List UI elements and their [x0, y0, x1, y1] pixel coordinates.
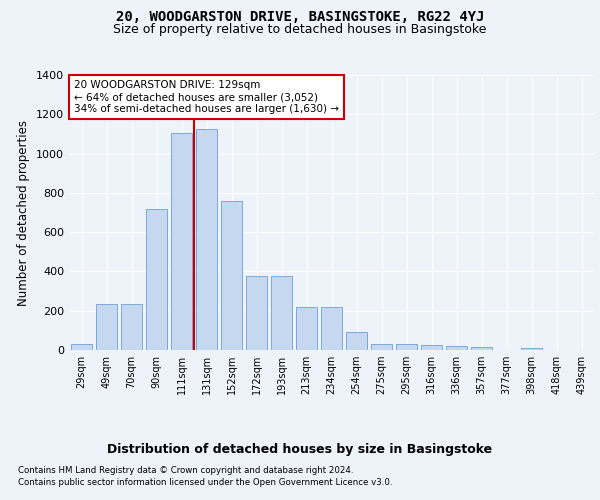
- Bar: [446, 346, 467, 350]
- Bar: [346, 332, 367, 350]
- Bar: [371, 344, 392, 350]
- Bar: [71, 344, 92, 350]
- Bar: [296, 307, 317, 350]
- Text: 20, WOODGARSTON DRIVE, BASINGSTOKE, RG22 4YJ: 20, WOODGARSTON DRIVE, BASINGSTOKE, RG22…: [116, 10, 484, 24]
- Text: Contains public sector information licensed under the Open Government Licence v3: Contains public sector information licen…: [18, 478, 392, 487]
- Bar: [471, 347, 492, 350]
- Bar: [171, 133, 192, 350]
- Bar: [121, 304, 142, 350]
- Bar: [146, 208, 167, 350]
- Bar: [521, 348, 542, 350]
- Text: 20 WOODGARSTON DRIVE: 129sqm
← 64% of detached houses are smaller (3,052)
34% of: 20 WOODGARSTON DRIVE: 129sqm ← 64% of de…: [74, 80, 339, 114]
- Bar: [246, 276, 267, 350]
- Text: Size of property relative to detached houses in Basingstoke: Size of property relative to detached ho…: [113, 22, 487, 36]
- Bar: [396, 344, 417, 350]
- Text: Contains HM Land Registry data © Crown copyright and database right 2024.: Contains HM Land Registry data © Crown c…: [18, 466, 353, 475]
- Bar: [221, 200, 242, 350]
- Bar: [96, 304, 117, 350]
- Bar: [421, 345, 442, 350]
- Bar: [271, 276, 292, 350]
- Bar: [196, 129, 217, 350]
- Y-axis label: Number of detached properties: Number of detached properties: [17, 120, 31, 306]
- Text: Distribution of detached houses by size in Basingstoke: Distribution of detached houses by size …: [107, 442, 493, 456]
- Bar: [321, 307, 342, 350]
